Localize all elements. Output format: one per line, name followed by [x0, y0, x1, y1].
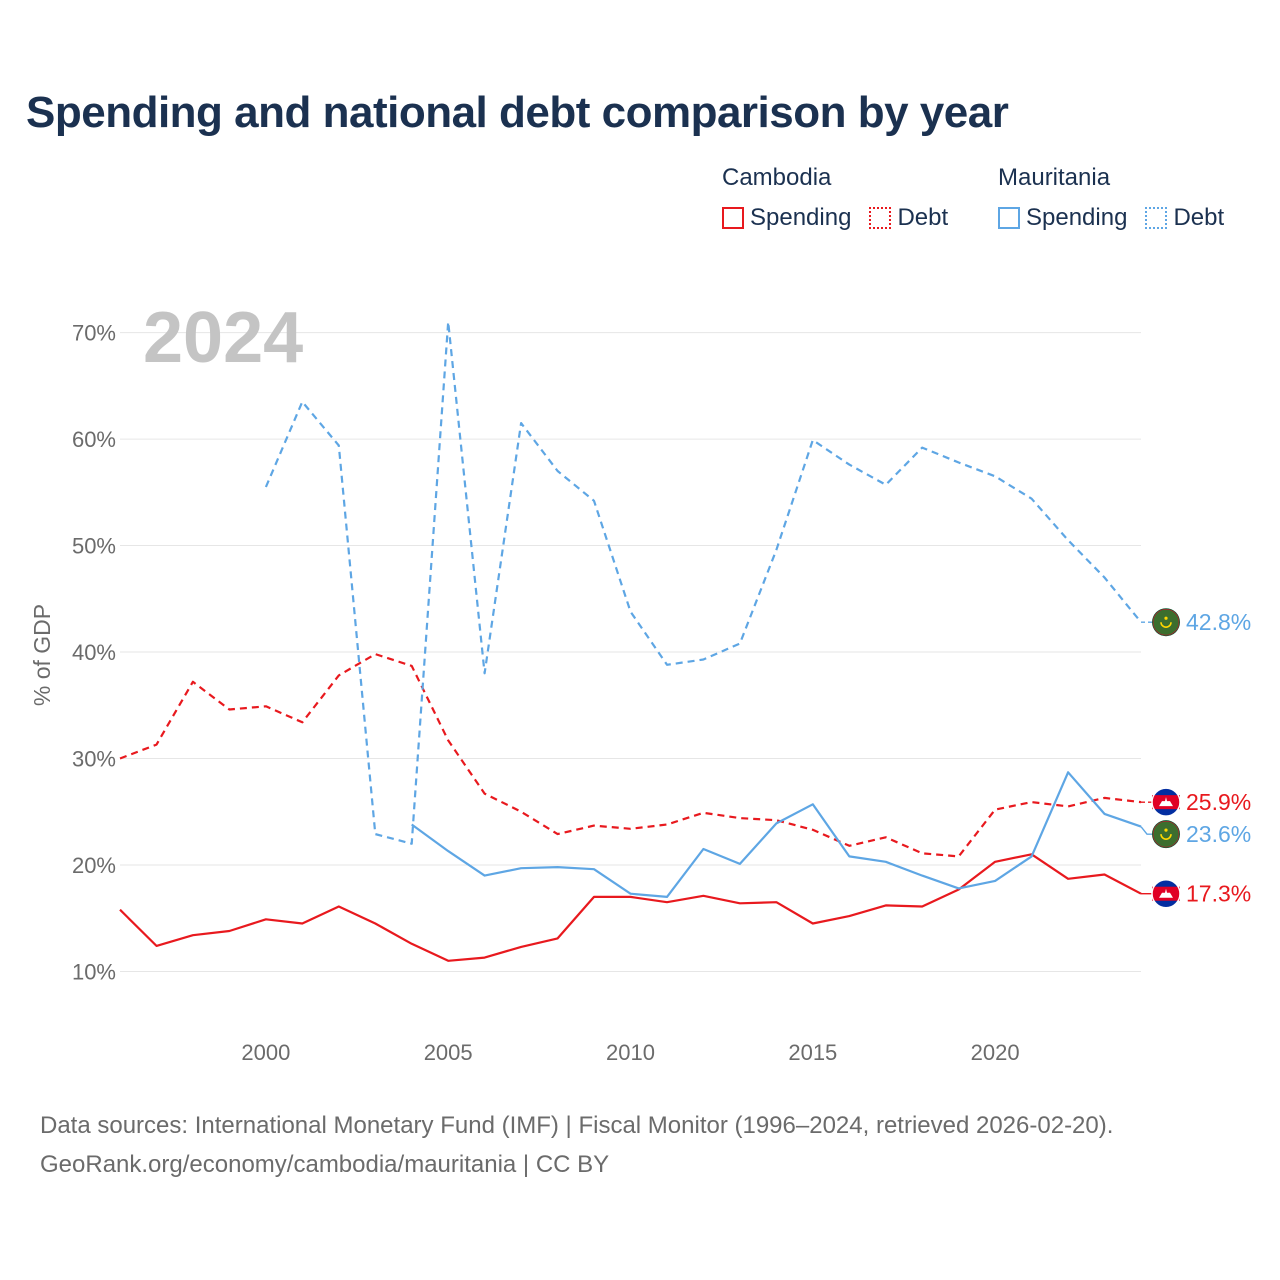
credit-link[interactable]: GeoRank.org/economy/cambodia/mauritania …	[40, 1151, 610, 1178]
cambodia-debt-line[interactable]	[119, 652, 1142, 858]
legend-country-label: Cambodia	[722, 164, 832, 191]
end-value-label: 42.8%	[1186, 609, 1251, 635]
x-tick-label: 2010	[606, 1040, 655, 1065]
mauritania-spending-line[interactable]	[411, 771, 1142, 899]
x-tick-label: 2000	[241, 1040, 290, 1065]
x-tick-label: 2015	[788, 1040, 837, 1065]
y-tick-label: 10%	[72, 959, 116, 984]
y-tick-label: 50%	[72, 534, 116, 559]
legend-country-label: Mauritania	[998, 164, 1111, 191]
legend-item-label: Debt	[897, 204, 949, 231]
y-axis-ticks: 10% 20% 30% 40% 50% 60% 70%	[72, 321, 116, 985]
legend-item-cambodia-spending[interactable]: Spending	[722, 204, 851, 232]
legend-item-label: Spending	[1026, 204, 1128, 231]
cambodia-spending-line[interactable]	[119, 853, 1142, 962]
year-watermark: 2024	[143, 298, 303, 378]
legend-swatch-dotted-icon	[869, 207, 892, 229]
legend-item-label: Debt	[1173, 204, 1225, 231]
cambodia-flag-icon	[1151, 878, 1181, 909]
gridlines	[120, 332, 1141, 972]
footer: Data sources: International Monetary Fun…	[40, 1106, 1113, 1184]
legend-swatch-solid-icon	[998, 207, 1020, 229]
legend-swatch-dotted-icon	[1145, 207, 1168, 229]
x-axis-ticks: 2000 2005 2010 2015 2020	[241, 1040, 1019, 1065]
x-tick-label: 2005	[424, 1040, 473, 1065]
chart-title: Spending and national debt comparison by…	[26, 88, 1009, 137]
cambodia-flag-icon	[1151, 787, 1181, 817]
end-value-label: 23.6%	[1186, 821, 1251, 847]
legend-swatch-solid-icon	[722, 207, 744, 229]
data-source-note: Data sources: International Monetary Fun…	[40, 1112, 1114, 1139]
mauritania-debt-line[interactable]	[264, 320, 1142, 845]
y-tick-label: 40%	[72, 640, 116, 665]
legend-item-mauritania-spending[interactable]: Spending	[998, 204, 1127, 232]
y-tick-label: 30%	[72, 746, 116, 771]
legend-group-cambodia: Cambodia Spending Debt	[722, 162, 948, 232]
legend-item-cambodia-debt[interactable]: Debt	[869, 204, 948, 232]
end-labels: 42.8% 25.9% 23.6% 17.3%	[1140, 608, 1251, 909]
y-tick-label: 20%	[72, 853, 116, 878]
mauritania-flag-icon	[1152, 820, 1180, 849]
y-tick-label: 60%	[72, 427, 116, 452]
mauritania-flag-icon	[1152, 608, 1180, 637]
y-axis-title: % of GDP	[29, 604, 55, 706]
legend-item-label: Spending	[750, 204, 852, 231]
end-value-label: 25.9%	[1186, 789, 1251, 815]
legend-group-mauritania: Mauritania Spending Debt	[998, 162, 1224, 232]
x-tick-label: 2020	[971, 1040, 1020, 1065]
series-lines	[119, 320, 1142, 962]
y-tick-label: 70%	[72, 321, 116, 346]
legend-item-mauritania-debt[interactable]: Debt	[1145, 204, 1224, 232]
line-chart: 2024 % of GDP 10% 20% 30% 40% 50% 60% 70% 2000…	[29, 298, 1251, 1065]
end-value-label: 17.3%	[1186, 881, 1251, 907]
end-label-connector	[1140, 826, 1153, 835]
